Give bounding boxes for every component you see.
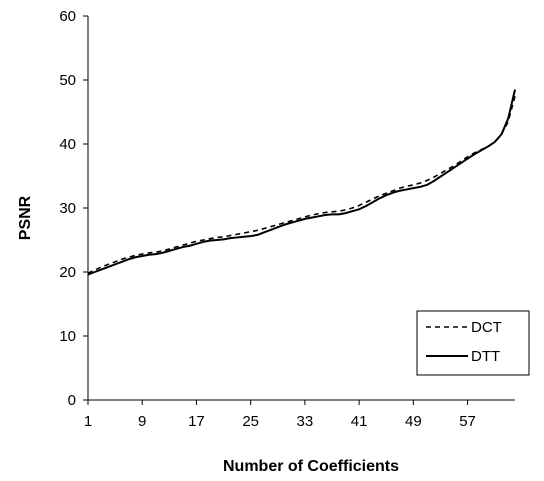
y-tick-label: 60 bbox=[59, 8, 76, 25]
x-tick-label: 17 bbox=[188, 413, 205, 430]
legend-box bbox=[416, 310, 530, 376]
y-tick-label: 50 bbox=[59, 72, 76, 89]
y-tick-label: 30 bbox=[59, 200, 76, 217]
x-tick-label: 25 bbox=[242, 413, 259, 430]
x-axis-title: Number of Coefficients bbox=[223, 458, 399, 475]
legend-dct-label: DCT bbox=[471, 319, 502, 336]
y-axis-title: PSNR bbox=[17, 195, 34, 240]
y-tick-label: 10 bbox=[59, 328, 76, 345]
x-tick-label: 41 bbox=[351, 413, 368, 430]
y-tick-label: 0 bbox=[68, 392, 76, 409]
series-line-dct bbox=[87, 95, 516, 275]
series-line-dtt bbox=[87, 89, 516, 276]
x-tick-label: 1 bbox=[84, 413, 92, 430]
x-tick-label: 33 bbox=[297, 413, 314, 430]
y-tick-label: 40 bbox=[59, 136, 76, 153]
x-tick-label: 9 bbox=[138, 413, 146, 430]
x-tick-label: 49 bbox=[405, 413, 422, 430]
legend-dtt-label: DTT bbox=[471, 348, 500, 365]
y-tick-label: 20 bbox=[59, 264, 76, 281]
x-tick-label: 57 bbox=[459, 413, 476, 430]
legend: DCT DTT bbox=[416, 310, 530, 376]
